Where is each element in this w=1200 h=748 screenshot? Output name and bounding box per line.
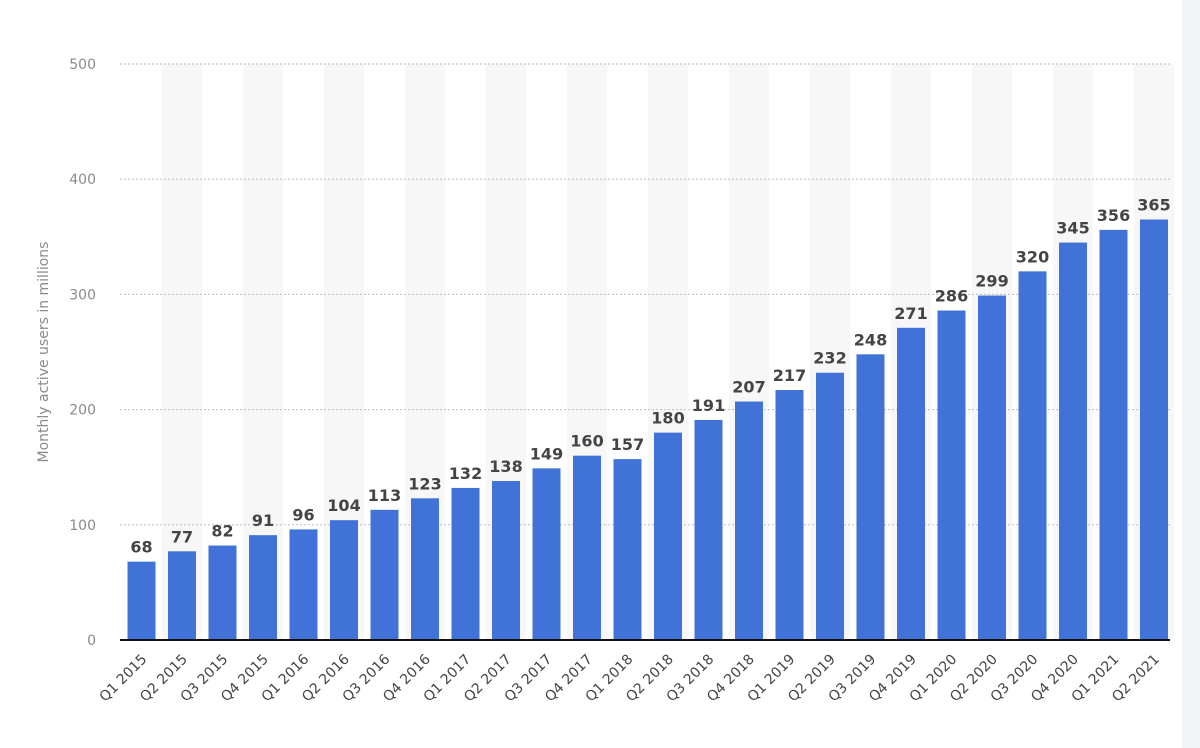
bar-value-label: 191 [692, 396, 725, 415]
bar-value-label: 123 [408, 474, 441, 493]
bar-value-label: 345 [1056, 219, 1089, 238]
bar [613, 459, 642, 640]
bar-value-label: 356 [1097, 206, 1130, 225]
bar-value-label: 320 [1016, 247, 1049, 266]
bar [735, 401, 763, 640]
bar [897, 327, 925, 640]
bar [451, 487, 480, 640]
bar-value-label: 113 [368, 486, 401, 505]
bars [127, 219, 1168, 640]
bar-value-label: 232 [813, 349, 846, 368]
bar-value-label: 271 [894, 304, 927, 323]
value-labels: 68 77 82 91 96 104 113 123 132 138 149 160 157 180 191… [130, 196, 1170, 557]
bar-value-label: 217 [773, 366, 806, 385]
page-edge [1182, 0, 1200, 748]
bar [532, 468, 561, 640]
bar-value-label: 365 [1137, 196, 1170, 215]
y-tick-label: 0 [87, 633, 96, 649]
bar [654, 432, 682, 640]
bar [1099, 229, 1128, 640]
y-tick-label: 200 [69, 403, 96, 419]
bar-value-label: 180 [651, 409, 684, 428]
bar-value-label: 286 [935, 287, 968, 306]
bar [1018, 271, 1047, 640]
bar [168, 551, 196, 640]
y-axis-ticks: 0 100 200 300 400 500 [69, 57, 96, 649]
bar [694, 419, 723, 640]
grid-lines [120, 63, 1170, 526]
bar [208, 545, 237, 640]
bar [775, 390, 804, 640]
bar-value-label: 96 [292, 505, 314, 524]
bar [492, 481, 520, 640]
y-tick-label: 300 [69, 287, 96, 303]
bar [411, 498, 439, 640]
bar [370, 509, 399, 640]
bar-value-label: 91 [252, 511, 274, 530]
bar [937, 310, 966, 640]
bar [573, 455, 601, 640]
bar-value-label: 138 [489, 457, 522, 476]
background-band [161, 64, 203, 640]
y-tick-label: 500 [69, 57, 96, 73]
bar-value-label: 132 [449, 464, 482, 483]
bar-value-label: 77 [171, 527, 193, 546]
bar [1059, 242, 1087, 640]
bar [127, 561, 156, 640]
bar [856, 354, 885, 640]
y-axis-title: Monthly active users in millions [36, 242, 52, 463]
bar [816, 372, 844, 640]
bar [1140, 219, 1168, 640]
bar-value-label: 149 [530, 444, 563, 463]
bar [249, 535, 277, 640]
bar [330, 520, 358, 640]
bar-value-label: 68 [130, 538, 152, 557]
bar-value-label: 160 [570, 432, 603, 451]
bar-value-label: 299 [975, 272, 1008, 291]
bar-value-label: 157 [611, 435, 644, 454]
bar-value-label: 207 [732, 378, 765, 397]
bar-value-label: 104 [327, 496, 360, 515]
y-tick-label: 100 [69, 518, 96, 534]
bar-value-label: 82 [211, 522, 233, 541]
bar [289, 529, 318, 640]
bar [978, 295, 1006, 640]
bar-value-label: 248 [854, 330, 887, 349]
y-tick-label: 400 [69, 172, 96, 188]
